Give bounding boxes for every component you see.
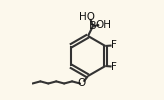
Text: B: B bbox=[89, 21, 97, 31]
Text: F: F bbox=[111, 40, 117, 50]
Text: O: O bbox=[78, 78, 86, 88]
Text: OH: OH bbox=[95, 20, 111, 30]
Text: F: F bbox=[111, 62, 117, 72]
Text: HO: HO bbox=[80, 12, 95, 22]
